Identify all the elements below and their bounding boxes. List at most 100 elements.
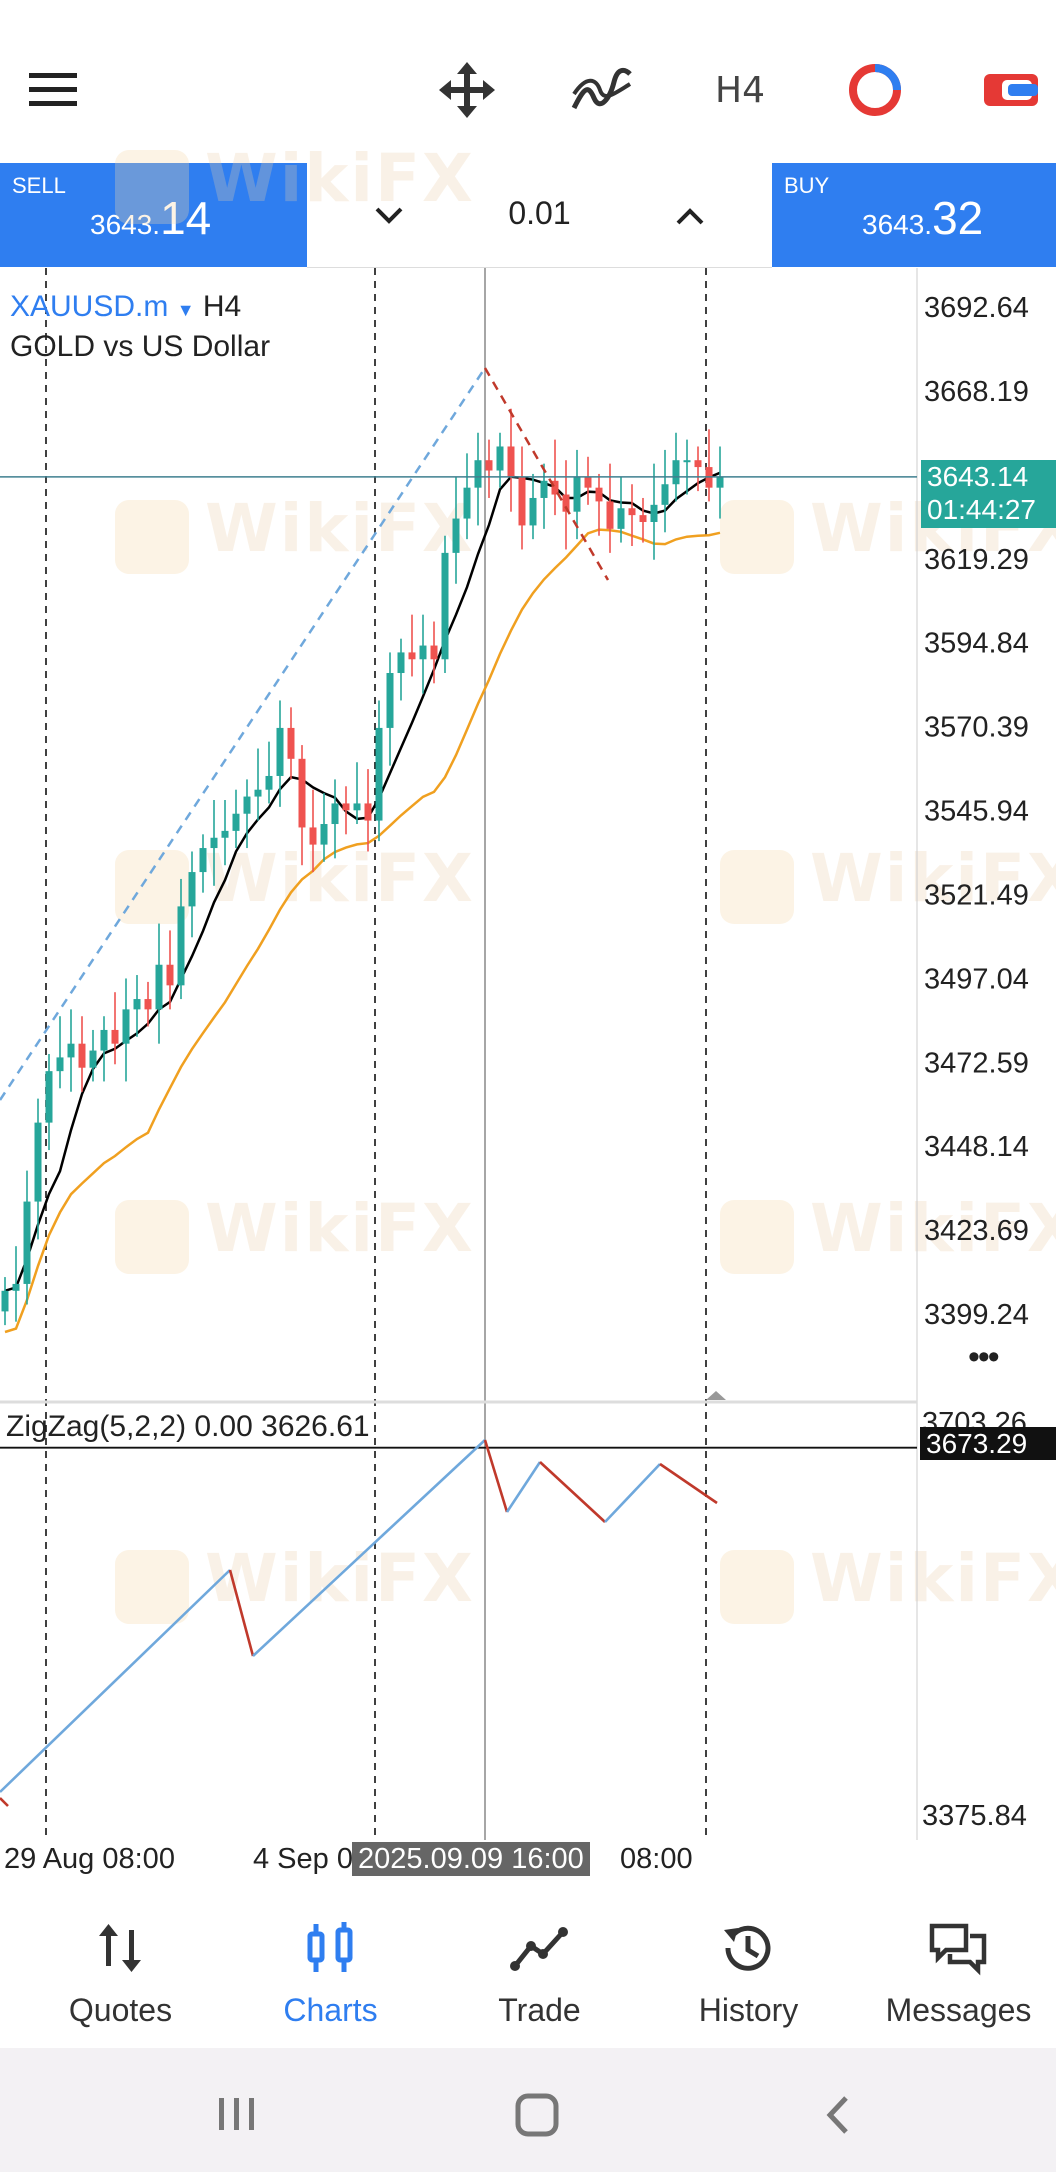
candle-body xyxy=(606,501,614,529)
watermark-text: WikiFX xyxy=(205,1540,475,1617)
candle-body xyxy=(331,803,339,825)
fast-moving-average-line xyxy=(4,471,721,1292)
volume-decrease-chevron-down-icon[interactable] xyxy=(369,201,409,231)
nav-quotes[interactable]: Quotes xyxy=(15,1882,226,2048)
zigzag-up-segment xyxy=(505,1461,542,1513)
recent-apps-icon[interactable] xyxy=(215,2094,259,2134)
buy-label: BUY xyxy=(784,173,830,198)
candle-body xyxy=(254,789,262,797)
nav-charts-label: Charts xyxy=(283,1992,378,2028)
back-icon[interactable] xyxy=(822,2092,854,2138)
sell-price-suffix: 14 xyxy=(160,192,212,244)
one-click-trading-icon[interactable] xyxy=(840,55,910,125)
price-tick-label: 3692.64 xyxy=(924,292,1029,324)
indicators-icon[interactable] xyxy=(567,55,637,125)
nav-history[interactable]: History xyxy=(643,1882,854,2048)
crosshair-time-tag: 2025.09.09 16:00 xyxy=(352,1842,590,1876)
candle-body xyxy=(551,480,559,495)
nav-history-label: History xyxy=(698,1992,799,2028)
volume-increase-chevron-up-icon[interactable] xyxy=(670,201,710,231)
watermark-text: WikiFX xyxy=(205,490,475,567)
menu-icon[interactable] xyxy=(18,55,88,125)
candle-body xyxy=(210,837,218,849)
candle-body xyxy=(507,446,515,478)
candle-body xyxy=(628,508,636,516)
sell-button[interactable]: SELL 3643.14 xyxy=(0,163,307,267)
symbol-label: XAUUSD.m xyxy=(10,290,169,323)
price-tick-label: 3545.94 xyxy=(924,796,1029,828)
candle-body xyxy=(496,446,504,471)
candle-body xyxy=(243,796,251,814)
nav-charts[interactable]: Charts xyxy=(225,1882,436,2048)
watermark-text: WikiFX xyxy=(810,1540,1056,1617)
candle-body xyxy=(573,477,581,512)
buy-price-suffix: 32 xyxy=(932,192,984,244)
trade-line-icon xyxy=(510,1927,568,1971)
pane-resize-handle xyxy=(706,1391,726,1400)
candle-countdown: 01:44:27 xyxy=(927,494,1036,525)
candle-body xyxy=(133,999,141,1010)
candle-body xyxy=(188,872,196,907)
messages-chat-icon xyxy=(929,1923,987,1976)
volume-input[interactable]: 0.01 xyxy=(508,195,571,231)
candle-body xyxy=(452,518,460,553)
candle-body xyxy=(12,1283,20,1291)
buy-price-prefix: 3643. xyxy=(862,209,933,240)
candle-body xyxy=(166,964,174,986)
nav-messages-label: Messages xyxy=(885,1992,1032,2028)
slow-moving-average-line xyxy=(4,528,721,1334)
buy-price: 3643.32 xyxy=(862,191,983,245)
candle-body xyxy=(265,775,273,790)
candle-body xyxy=(518,477,526,526)
chart-canvas[interactable]: 3692.64 3668.19 3619.29 3594.84 3570.39 3545.… xyxy=(0,268,1056,1882)
candle-body xyxy=(56,1057,64,1072)
zigzag-down-segment xyxy=(539,1461,606,1523)
price-tick-label: 3668.19 xyxy=(924,376,1029,408)
candle-body xyxy=(595,487,603,502)
watermark-logo xyxy=(720,1550,794,1624)
candle-body xyxy=(419,645,427,660)
watermark-logo xyxy=(115,1200,189,1274)
more-options-icon[interactable]: ••• xyxy=(968,1338,1000,1376)
sell-price-prefix: 3643. xyxy=(90,209,161,240)
candle-body xyxy=(364,803,372,821)
candle-body xyxy=(287,727,295,759)
watermark-logo xyxy=(115,150,189,224)
candle-body xyxy=(639,515,647,522)
candle-body xyxy=(34,1122,42,1202)
candle-body xyxy=(45,1071,53,1123)
candle-body xyxy=(683,460,691,463)
timeframe-label: H4 xyxy=(715,69,765,111)
candle-body xyxy=(386,673,394,728)
time-label-3: 08:00 xyxy=(620,1843,693,1875)
candle-body xyxy=(199,848,207,873)
candle-body xyxy=(474,460,482,488)
toggle-icon[interactable] xyxy=(976,55,1046,125)
candle-body xyxy=(221,830,229,838)
candle-body xyxy=(441,552,449,660)
candle-body xyxy=(353,803,361,811)
candle-body xyxy=(78,1043,86,1068)
crosshair-price-tag: 3673.29 xyxy=(920,1427,1056,1460)
price-tick-label: 3448.14 xyxy=(924,1131,1029,1163)
candle-body xyxy=(716,477,724,488)
buy-button[interactable]: BUY 3643.32 xyxy=(772,163,1056,267)
candle-body xyxy=(617,508,625,529)
timeframe-button[interactable]: H4 xyxy=(705,55,775,125)
candle-body xyxy=(177,906,185,986)
candle-body xyxy=(320,824,328,845)
nav-trade[interactable]: Trade xyxy=(434,1882,645,2048)
zigzag-down-segment xyxy=(483,1439,509,1513)
time-label-1: 29 Aug 08:00 xyxy=(4,1843,175,1875)
nav-messages[interactable]: Messages xyxy=(853,1882,1056,2048)
sell-label: SELL xyxy=(12,173,66,198)
home-icon[interactable] xyxy=(514,2092,560,2138)
zigzag-up-segment xyxy=(604,1463,661,1523)
watermark-logo xyxy=(720,850,794,924)
charts-candles-icon xyxy=(307,1922,353,1972)
symbol-timeframe: H4 xyxy=(202,290,242,323)
chart-symbol-header[interactable]: XAUUSD.m ▼ H4 xyxy=(10,290,241,324)
watermark-logo xyxy=(720,500,794,574)
crosshair-move-icon[interactable] xyxy=(432,55,502,125)
price-tick-label: 3423.69 xyxy=(924,1215,1029,1247)
